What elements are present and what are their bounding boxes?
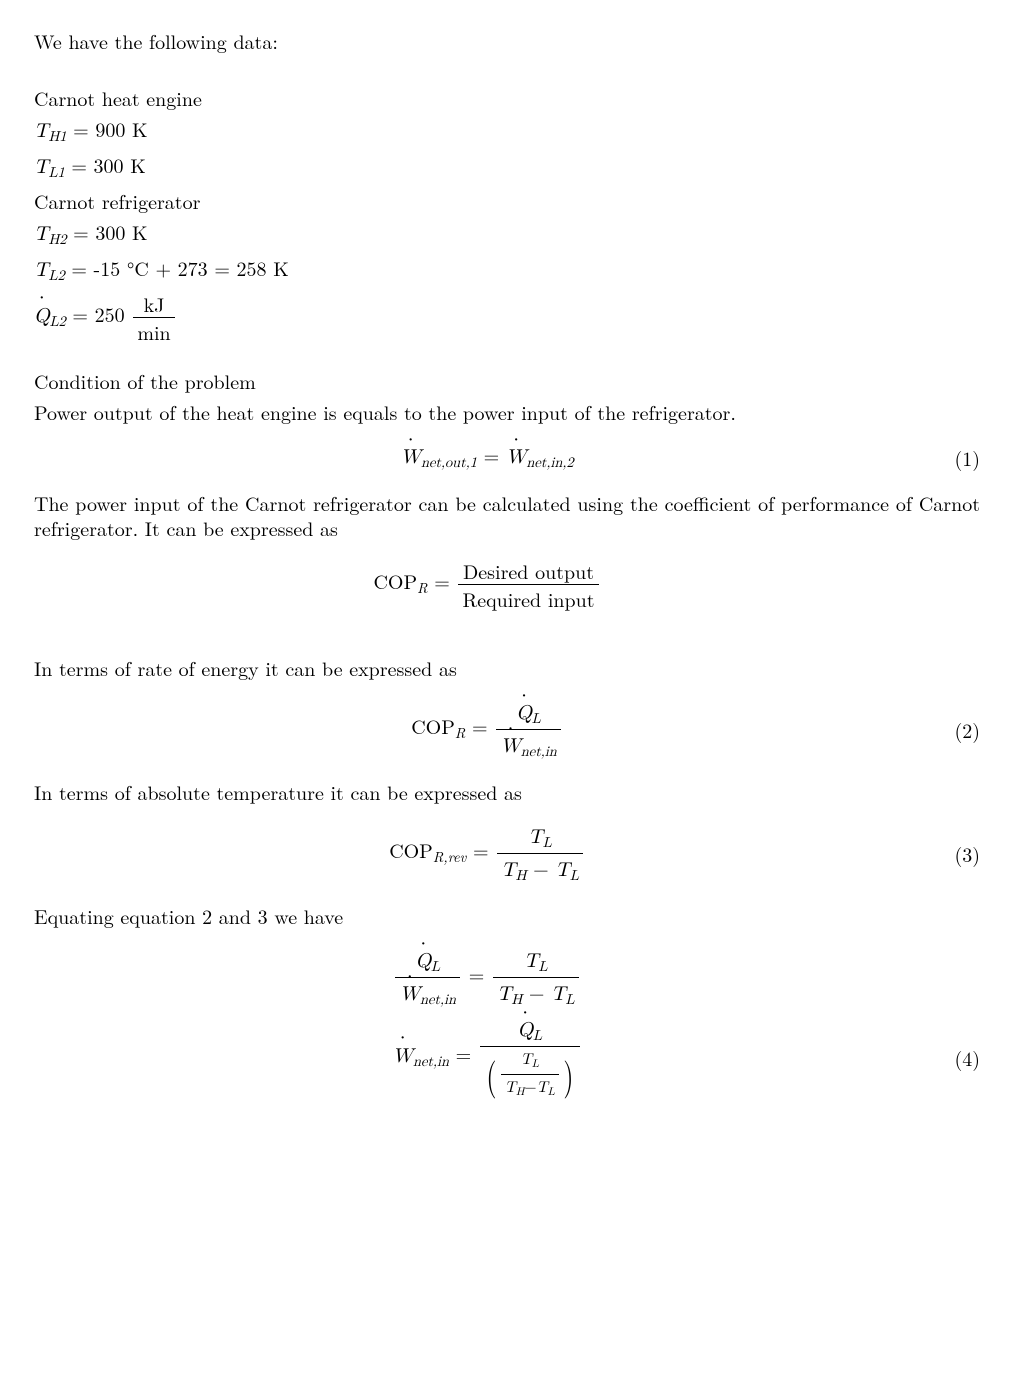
ql2-line: QL2 = 250 kJmin	[34, 291, 980, 344]
tl2-line: TL2 = -15 °C + 273 = 258 K	[34, 255, 980, 285]
equation-1: Wnet,out,1 = Wnet,in,2 (1)	[34, 442, 980, 472]
equation-4-number: (4)	[940, 1045, 980, 1070]
th2-line: TH2 = 300 K	[34, 219, 980, 249]
fridge-heading: Carnot refrigerator	[34, 188, 980, 213]
equation-2: COPR = QL Wnet,in (2)	[34, 698, 980, 761]
condition-heading: Condition of the problem	[34, 368, 980, 393]
engine-heading: Carnot heat engine	[34, 85, 980, 110]
th1-line: TH1 = 900 K	[34, 116, 980, 146]
equation-2-number: (2)	[940, 717, 980, 742]
before-eq2-text: In terms of rate of energy it can be exp…	[34, 655, 980, 680]
equation-3: COPR,rev = TL TH − TL (3)	[34, 822, 980, 885]
intro-text: We have the following data:	[34, 28, 980, 53]
equation-4a: QL Wnet,in = TL TH − TL	[34, 946, 980, 1009]
equation-1-number: (1)	[940, 445, 980, 470]
tl1-line: TL1 = 300 K	[34, 152, 980, 182]
before-eq4-text: Equating equation 2 and 3 we have	[34, 903, 980, 928]
equation-4b: Wnet,in = QL ( TL TH−TL ) (4)	[34, 1015, 980, 1099]
before-eq3-text: In terms of absolute temperature it can …	[34, 779, 980, 804]
equation-3-number: (3)	[940, 841, 980, 866]
condition-text: Power output of the heat engine is equal…	[34, 399, 980, 424]
after-eq1-text: The power input of the Carnot refrigerat…	[34, 490, 980, 540]
cop-def-equation: COPR = Desired output Required input	[34, 558, 980, 611]
